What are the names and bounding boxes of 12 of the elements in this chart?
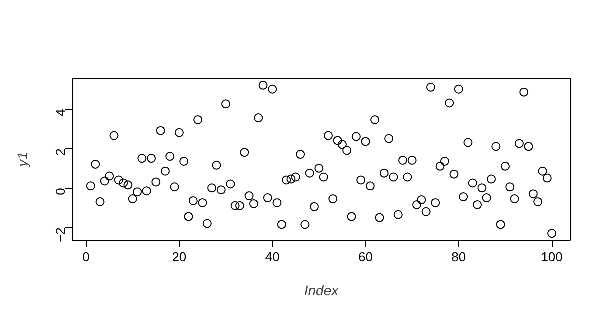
x-tick-label: 20	[172, 250, 187, 264]
y-tick-label: 2	[53, 148, 68, 156]
x-tick-label: 80	[452, 250, 466, 264]
x-tick-label: 60	[358, 250, 373, 264]
x-tick-label: 40	[265, 250, 280, 264]
y-tick-label: −2	[53, 228, 68, 242]
x-tick-label: 0	[82, 250, 90, 264]
y-tick-label: 0	[53, 188, 68, 196]
x-axis-title: Index	[304, 282, 340, 298]
x-tick-label: 100	[541, 250, 563, 264]
y-tick-label: 4	[53, 109, 68, 116]
y-axis-title: y1	[14, 152, 30, 168]
